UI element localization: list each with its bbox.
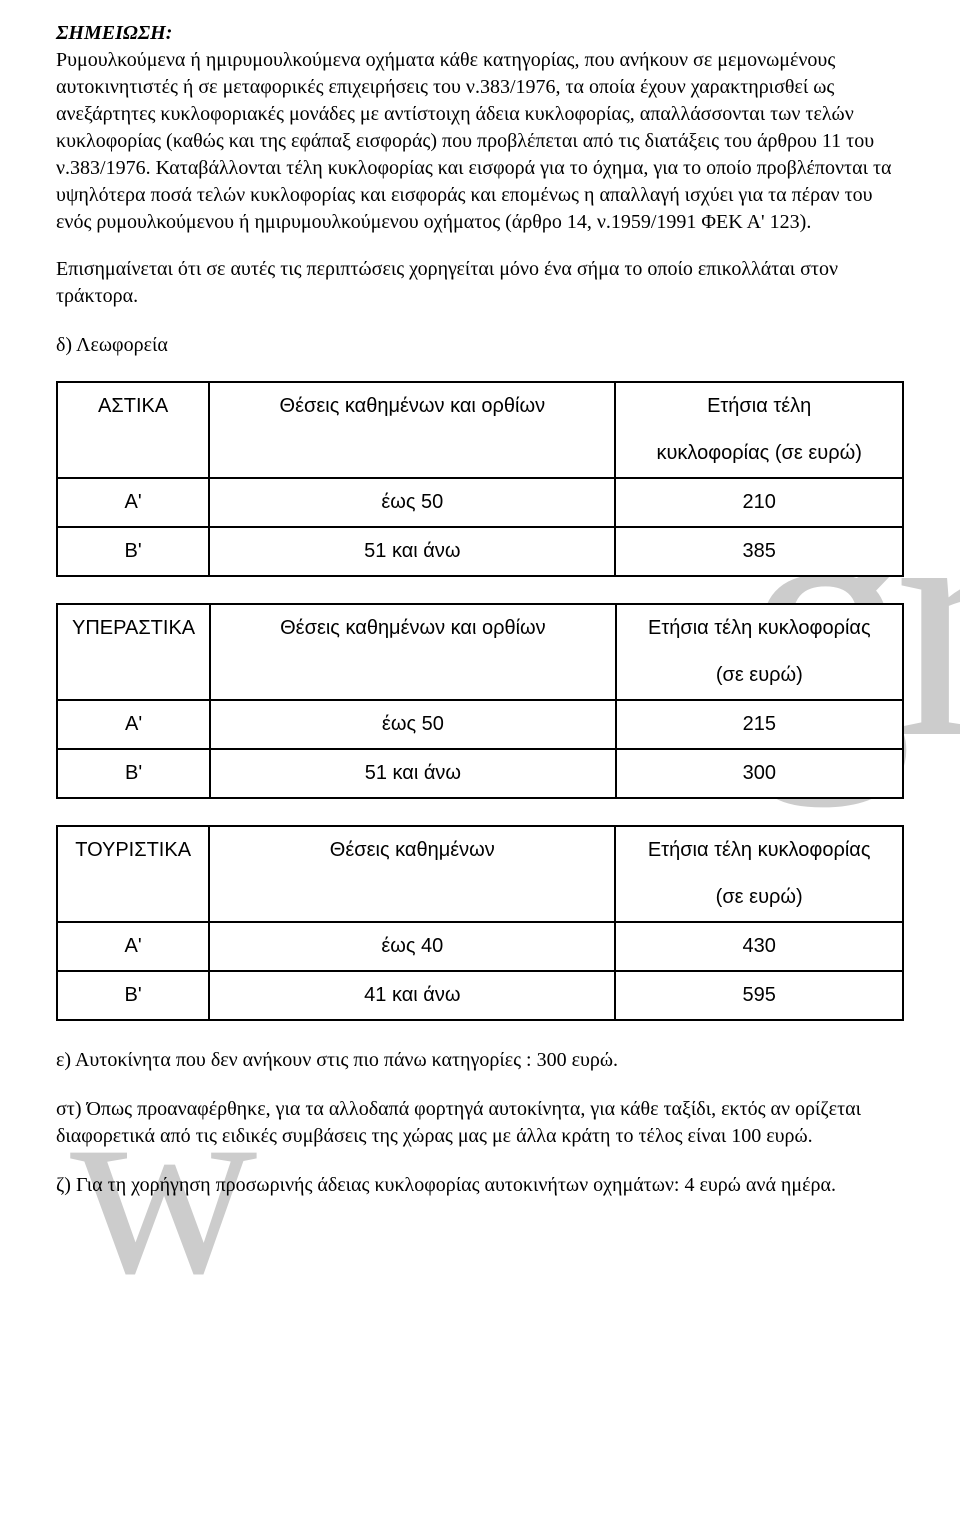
table-yperastika: ΥΠΕΡΑΣΤΙΚΑ Θέσεις καθημένων και ορθίων Ε… (56, 603, 904, 799)
astika-h2: Θέσεις καθημένων και ορθίων (209, 382, 615, 430)
table-cell: Α' (57, 700, 210, 749)
yper-h2b (210, 652, 616, 700)
table-cell: 210 (615, 478, 903, 527)
table-cell: Α' (57, 922, 209, 971)
table-cell: έως 50 (209, 478, 615, 527)
table-cell: Β' (57, 749, 210, 798)
table-cell: έως 40 (209, 922, 615, 971)
table-cell: 300 (616, 749, 903, 798)
yper-h1b (57, 652, 210, 700)
astika-h1: ΑΣΤΙΚΑ (57, 382, 209, 430)
tour-h2: Θέσεις καθημένων (209, 826, 615, 874)
astika-h2b (209, 430, 615, 478)
table-touristika: ΤΟΥΡΙΣΤΙΚΑ Θέσεις καθημένων Ετήσια τέλη … (56, 825, 904, 1021)
section-d-heading: δ) Λεωφορεία (56, 332, 904, 359)
tour-h3: Ετήσια τέλη κυκλοφορίας (615, 826, 903, 874)
astika-h3: Ετήσια τέλη (615, 382, 903, 430)
section-st: στ) Όπως προαναφέρθηκε, για τα αλλοδαπά … (56, 1096, 904, 1150)
table-cell: Β' (57, 527, 209, 576)
tour-h3b: (σε ευρώ) (615, 874, 903, 922)
tour-h1b (57, 874, 209, 922)
note-paragraph-1: Ρυμουλκούμενα ή ημιρυμουλκούμενα οχήματα… (56, 47, 904, 236)
yper-h3: Ετήσια τέλη κυκλοφορίας (616, 604, 903, 652)
table-cell: 51 και άνω (209, 527, 615, 576)
table-cell: 430 (615, 922, 903, 971)
table-cell: 51 και άνω (210, 749, 616, 798)
note-heading: ΣΗΜΕΙΩΣΗ: (56, 20, 904, 47)
yper-h2: Θέσεις καθημένων και ορθίων (210, 604, 616, 652)
note-block: ΣΗΜΕΙΩΣΗ: Ρυμουλκούμενα ή ημιρυμουλκούμε… (56, 20, 904, 236)
section-e: ε) Αυτοκίνητα που δεν ανήκουν στις πιο π… (56, 1047, 904, 1074)
table-cell: 385 (615, 527, 903, 576)
tour-h2b (209, 874, 615, 922)
table-cell: 41 και άνω (209, 971, 615, 1020)
table-cell: 215 (616, 700, 903, 749)
astika-h1b (57, 430, 209, 478)
yper-h3b: (σε ευρώ) (616, 652, 903, 700)
table-cell: 595 (615, 971, 903, 1020)
table-cell: Α' (57, 478, 209, 527)
astika-h3b: κυκλοφορίας (σε ευρώ) (615, 430, 903, 478)
section-z: ζ) Για τη χορήγηση προσωρινής άδειας κυκ… (56, 1172, 904, 1199)
tour-h1: ΤΟΥΡΙΣΤΙΚΑ (57, 826, 209, 874)
table-astika: ΑΣΤΙΚΑ Θέσεις καθημένων και ορθίων Ετήσι… (56, 381, 904, 577)
note-paragraph-2: Επισημαίνεται ότι σε αυτές τις περιπτώσε… (56, 256, 904, 310)
yper-h1: ΥΠΕΡΑΣΤΙΚΑ (57, 604, 210, 652)
table-cell: Β' (57, 971, 209, 1020)
table-cell: έως 50 (210, 700, 616, 749)
